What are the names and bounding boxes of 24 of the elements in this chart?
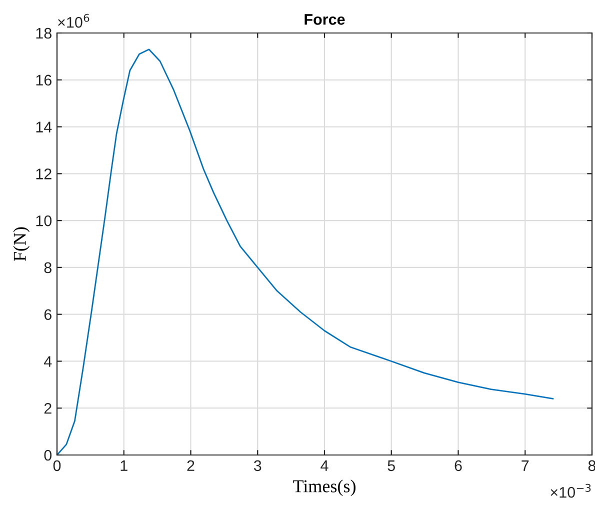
y-tick-label: 12 xyxy=(36,168,52,180)
x-tick-label: 5 xyxy=(388,460,395,472)
x-tick-label: 0 xyxy=(53,460,61,472)
y-tick-label: 14 xyxy=(36,122,52,132)
y-tick-label: 8 xyxy=(44,262,52,274)
text: ×10$^{6}$ xyxy=(58,14,90,28)
text: ×10$^{−3}$ xyxy=(550,484,591,498)
x-tick-label: 2 xyxy=(187,460,194,471)
chart-title: Force xyxy=(304,14,345,25)
x-tick-label: 7 xyxy=(522,460,529,471)
x-tick-label: 4 xyxy=(320,460,328,471)
y-tick-label: 2 xyxy=(44,402,52,414)
x-tick-label: 1 xyxy=(120,460,128,471)
line-series xyxy=(57,48,554,455)
y-tick-label: 6 xyxy=(44,309,52,320)
x-tick-label: 3 xyxy=(254,460,262,472)
y-tick-label: 16 xyxy=(36,74,52,86)
y-tick-label: 0 xyxy=(44,450,52,461)
x-axis-title: Times(s) xyxy=(293,480,356,496)
x-tick-label: 6 xyxy=(454,460,462,472)
y-tick-label: 10 xyxy=(36,215,52,226)
y-tick-label: 18 xyxy=(36,28,52,39)
y-tick-label: 4 xyxy=(44,356,52,367)
y-axis-title: F(N) xyxy=(13,227,30,262)
